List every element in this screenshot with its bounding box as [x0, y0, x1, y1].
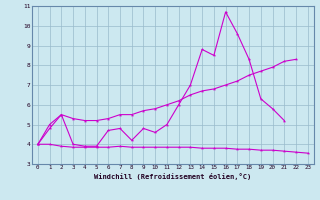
- X-axis label: Windchill (Refroidissement éolien,°C): Windchill (Refroidissement éolien,°C): [94, 173, 252, 180]
